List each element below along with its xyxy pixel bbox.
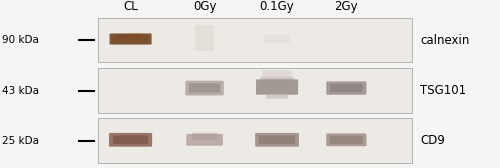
Bar xyxy=(98,118,412,163)
FancyBboxPatch shape xyxy=(128,34,141,37)
Text: 0Gy: 0Gy xyxy=(193,0,216,13)
FancyBboxPatch shape xyxy=(113,135,148,144)
FancyBboxPatch shape xyxy=(192,133,218,140)
Text: CD9: CD9 xyxy=(420,134,445,147)
FancyBboxPatch shape xyxy=(112,35,148,43)
FancyBboxPatch shape xyxy=(262,70,292,77)
FancyBboxPatch shape xyxy=(189,83,220,93)
FancyBboxPatch shape xyxy=(330,84,363,92)
Text: calnexin: calnexin xyxy=(420,34,470,47)
FancyBboxPatch shape xyxy=(258,135,296,144)
Text: 90 kDa: 90 kDa xyxy=(2,35,40,45)
Text: TSG101: TSG101 xyxy=(420,84,466,97)
Text: CL: CL xyxy=(123,0,138,13)
Text: 25 kDa: 25 kDa xyxy=(2,136,40,146)
FancyBboxPatch shape xyxy=(330,136,363,144)
FancyBboxPatch shape xyxy=(186,81,224,95)
FancyBboxPatch shape xyxy=(256,79,298,95)
Text: 0.1Gy: 0.1Gy xyxy=(260,0,294,13)
FancyBboxPatch shape xyxy=(260,77,294,86)
FancyBboxPatch shape xyxy=(196,25,214,51)
FancyBboxPatch shape xyxy=(326,81,366,95)
FancyBboxPatch shape xyxy=(186,134,223,146)
FancyBboxPatch shape xyxy=(110,33,152,45)
FancyBboxPatch shape xyxy=(266,95,288,99)
FancyBboxPatch shape xyxy=(109,133,152,147)
Bar xyxy=(98,18,412,62)
Text: 43 kDa: 43 kDa xyxy=(2,86,40,96)
FancyBboxPatch shape xyxy=(264,35,290,43)
FancyBboxPatch shape xyxy=(255,133,299,147)
Text: 2Gy: 2Gy xyxy=(334,0,358,13)
Bar xyxy=(98,68,412,113)
FancyBboxPatch shape xyxy=(116,34,141,38)
FancyBboxPatch shape xyxy=(326,133,366,146)
